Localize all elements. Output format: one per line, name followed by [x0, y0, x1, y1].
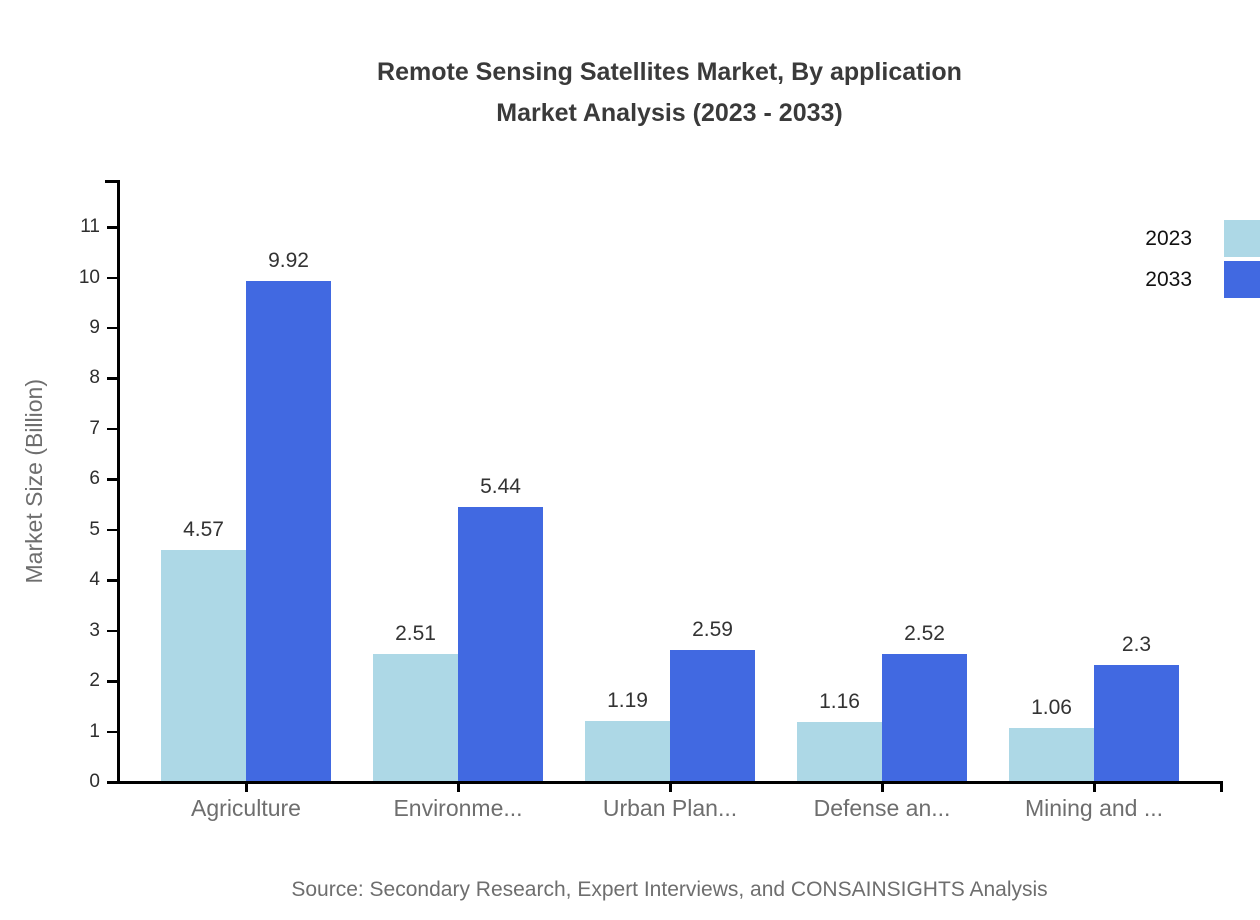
- x-axis-tick: [669, 781, 672, 792]
- legend-label-2023: 2023: [1145, 226, 1192, 250]
- bar-2023-1: [161, 550, 246, 781]
- bar-2033-1: [246, 280, 331, 781]
- y-axis-tick-label: 1: [89, 720, 100, 742]
- y-axis-tick: [107, 377, 117, 380]
- category-label: Environme...: [393, 795, 523, 821]
- legend-swatch-2033: [1224, 261, 1260, 298]
- y-axis-tick: [107, 326, 117, 330]
- source-note: Source: Secondary Research, Expert Inter…: [291, 878, 1048, 901]
- y-axis-tick-label: 8: [89, 367, 100, 389]
- x-axis-end-cap: [1220, 781, 1223, 792]
- y-axis-tick-label: 2: [89, 670, 100, 692]
- x-axis-tick: [245, 781, 248, 792]
- y-axis-tick-label: 5: [89, 518, 100, 540]
- chart-title: Remote Sensing Satellites Market, By app…: [118, 52, 1221, 134]
- y-axis-tick-label: 11: [80, 216, 100, 238]
- y-axis-tick-label: 6: [89, 468, 100, 490]
- bar-value-label: 5.44: [480, 474, 521, 498]
- category-label: Defense an...: [813, 795, 951, 821]
- y-axis-tick: [107, 781, 117, 784]
- y-axis-tick-label: 7: [89, 417, 100, 439]
- legend: 2023 2033: [1145, 220, 1260, 302]
- bar-value-label: 1.19: [607, 688, 648, 712]
- bar-2023-3: [585, 720, 670, 781]
- legend-swatch-2023: [1224, 220, 1260, 257]
- y-axis-tick-label: 9: [89, 316, 100, 338]
- bar-2033-4: [882, 653, 967, 781]
- bar-value-label: 9.92: [268, 248, 309, 272]
- y-axis-tick: [107, 528, 117, 532]
- bar-2033-5: [1094, 664, 1179, 781]
- bar-value-label: 2.3: [1121, 632, 1152, 656]
- bar-value-label: 4.57: [183, 518, 224, 542]
- y-axis-tick: [107, 680, 117, 683]
- bar-2023-2: [373, 654, 458, 781]
- legend-item-2033: 2033: [1145, 261, 1260, 298]
- bar-value-label: 1.16: [819, 690, 860, 714]
- y-axis-line: [117, 180, 120, 784]
- bar-2023-4: [797, 722, 882, 781]
- y-axis-tick: [107, 629, 117, 633]
- bar-value-label: 2.51: [395, 622, 436, 646]
- y-axis-tick: [107, 427, 117, 431]
- y-axis-tick-label: 0: [89, 771, 100, 792]
- y-axis-tick: [107, 478, 117, 481]
- bar-value-label: 2.59: [692, 618, 733, 642]
- y-axis-tick-label: 3: [89, 619, 100, 641]
- y-axis-tick-label: 4: [89, 569, 100, 591]
- x-axis-tick: [457, 781, 460, 792]
- y-axis-tick-label: 10: [78, 266, 100, 288]
- legend-label-2033: 2033: [1145, 267, 1192, 291]
- bar-2033-2: [458, 506, 543, 781]
- bar-value-label: 2.52: [904, 621, 945, 645]
- legend-item-2023: 2023: [1145, 220, 1260, 257]
- y-axis-tick: [107, 226, 117, 229]
- category-label: Urban Plan...: [602, 795, 738, 821]
- y-axis-tick: [107, 276, 117, 279]
- chart-title-line2: Market Analysis (2023 - 2033): [496, 99, 843, 127]
- category-label: Mining and ...: [1024, 795, 1164, 821]
- bar-2023-5: [1009, 727, 1094, 781]
- y-axis-tick: [107, 579, 117, 582]
- x-axis-tick: [1093, 781, 1096, 792]
- y-axis-tick: [107, 730, 117, 734]
- category-label: Agriculture: [191, 795, 301, 821]
- bar-2033-3: [670, 650, 755, 781]
- x-axis-tick: [881, 781, 884, 792]
- chart-title-line1: Remote Sensing Satellites Market, By app…: [377, 58, 962, 86]
- y-axis-top-cap: [105, 180, 118, 183]
- bar-value-label: 1.06: [1031, 695, 1072, 719]
